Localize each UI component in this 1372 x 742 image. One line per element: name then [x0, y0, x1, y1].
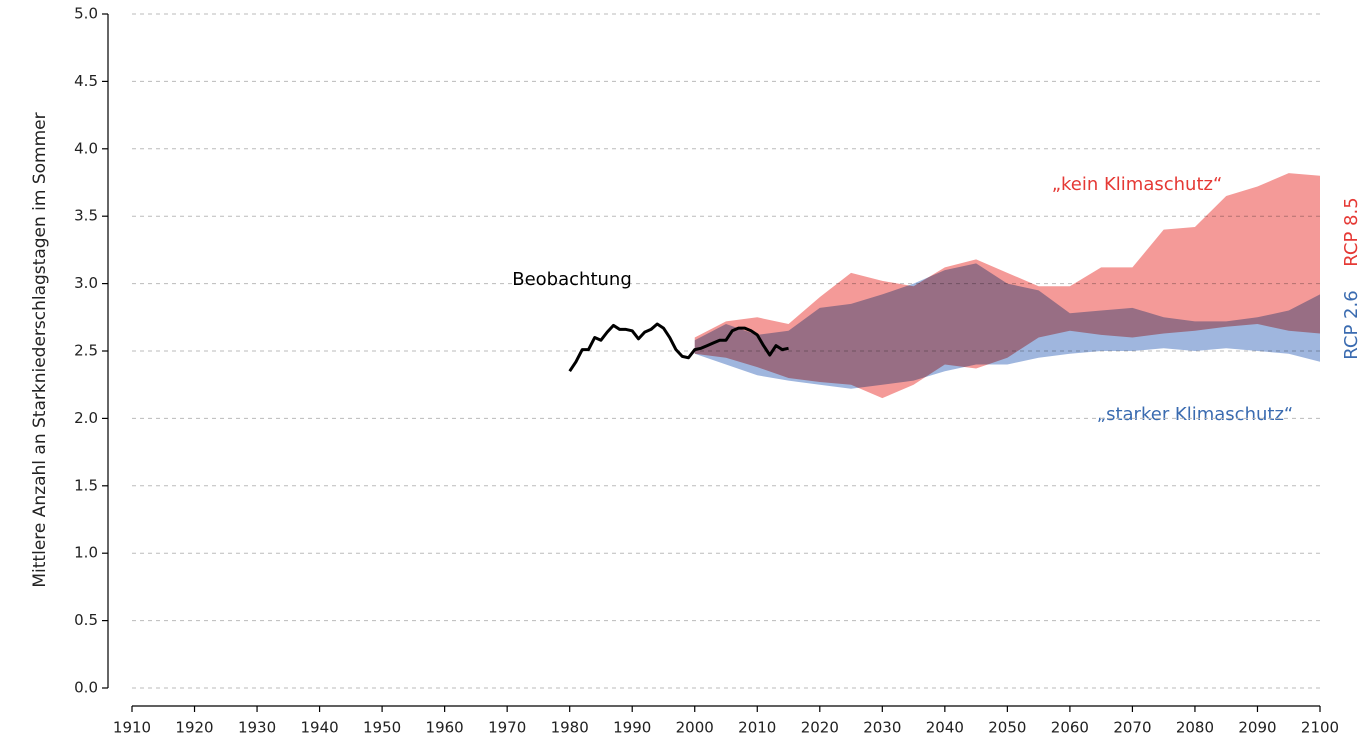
x-tick-label: 1930	[238, 719, 276, 737]
y-tick-label: 3.0	[74, 274, 98, 292]
observation-line	[568, 322, 789, 373]
range-band	[694, 173, 1320, 399]
x-tick-label: 1920	[175, 719, 213, 737]
x-tick-label: 1990	[613, 719, 651, 737]
y-tick-label: 2.0	[74, 409, 98, 427]
x-tick-label: 2000	[676, 719, 714, 737]
y-tick-label: 3.5	[74, 207, 98, 225]
x-tick-label: 2010	[738, 719, 776, 737]
y-tick-label: 0.0	[74, 679, 98, 697]
x-tick-label: 2080	[1176, 719, 1214, 737]
y-tick-label: 4.5	[74, 72, 98, 90]
x-tick-label: 1980	[551, 719, 589, 737]
y-tick-label: 4.0	[74, 139, 98, 157]
annotation: „kein Klimaschutz“	[1052, 174, 1223, 195]
y-tick-label: 1.0	[74, 544, 98, 562]
x-tick-label: 2060	[1051, 719, 1089, 737]
x-tick-label: 2040	[926, 719, 964, 737]
x-tick-label: 1960	[426, 719, 464, 737]
y-tick-label: 5.0	[74, 5, 98, 23]
series-label: RCP 8.5	[1341, 197, 1362, 266]
y-axis-label: Mittlere Anzahl an Starkniederschlagstag…	[30, 112, 50, 587]
x-tick-label: 1940	[300, 719, 338, 737]
annotation: „starker Klimaschutz“	[1097, 404, 1293, 425]
series-label: Beobachtung	[512, 269, 632, 290]
x-tick-label: 2090	[1238, 719, 1276, 737]
y-tick-label: 1.5	[74, 476, 98, 494]
y-tick-label: 0.5	[74, 611, 98, 629]
x-tick-label: 2050	[988, 719, 1026, 737]
x-tick-label: 2030	[863, 719, 901, 737]
y-tick-label: 2.5	[74, 342, 98, 360]
x-tick-label: 2070	[1113, 719, 1151, 737]
x-tick-label: 1970	[488, 719, 526, 737]
x-tick-label: 1910	[113, 719, 151, 737]
x-tick-label: 1950	[363, 719, 401, 737]
series-label: RCP 2.6	[1341, 290, 1362, 359]
x-tick-label: 2020	[801, 719, 839, 737]
x-tick-label: 2100	[1301, 719, 1339, 737]
